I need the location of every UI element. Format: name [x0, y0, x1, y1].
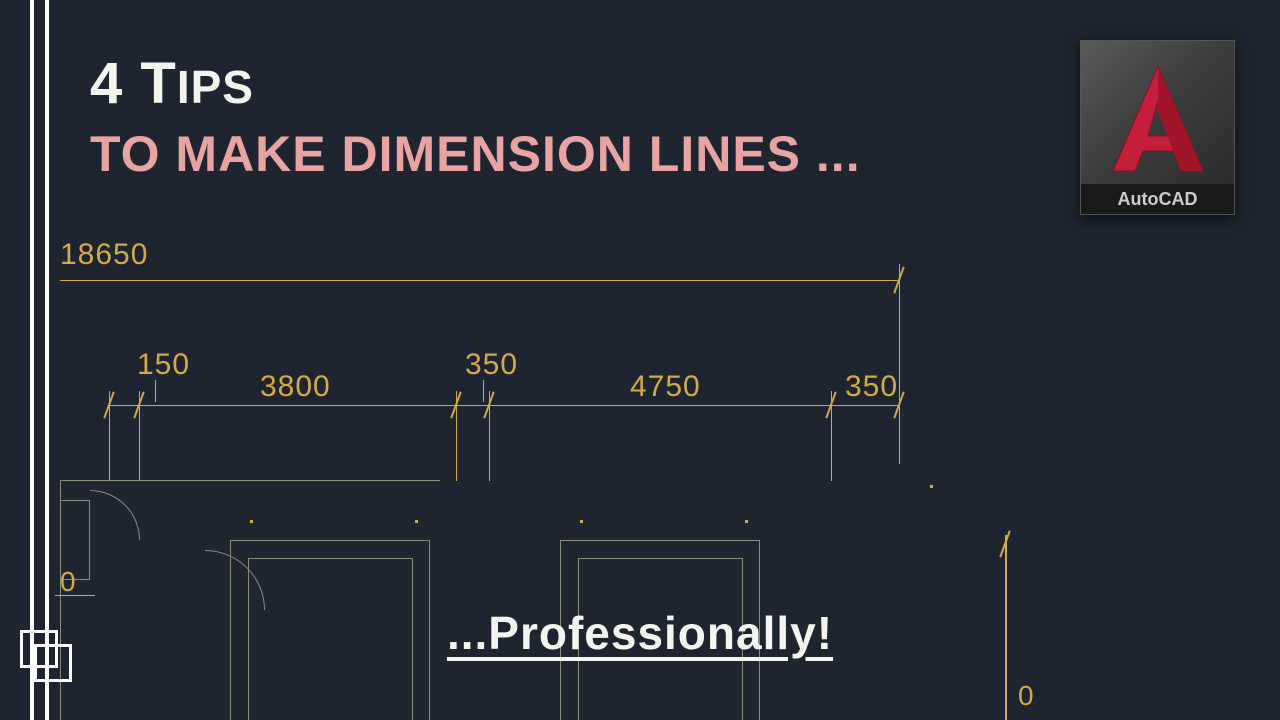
ext-4	[489, 391, 490, 481]
title2-text: TO MAKE DIMENSION LINES ...	[90, 126, 861, 182]
marker-2	[415, 520, 418, 523]
ext-1	[109, 391, 110, 481]
autocad-a-icon	[1103, 61, 1213, 181]
ext-3	[456, 391, 457, 481]
title1-big: 4 T	[90, 51, 177, 116]
corner-sq2	[34, 644, 72, 682]
title-line2: TO MAKE DIMENSION LINES ...	[90, 125, 861, 183]
dim-row-line	[108, 405, 898, 406]
title1-rest: IPS	[177, 61, 254, 113]
plan-box-2-inner	[248, 558, 413, 720]
autocad-label: AutoCAD	[1081, 184, 1234, 214]
title-block: 4 TIPS TO MAKE DIMENSION LINES ...	[90, 50, 861, 183]
marker-3	[580, 520, 583, 523]
footer-text: ...Professionally!	[447, 606, 833, 660]
dim-overall-ext	[899, 264, 900, 464]
dim-4750-label: 4750	[630, 370, 701, 404]
marker-4	[745, 520, 748, 523]
right-vdim-line	[1005, 535, 1007, 720]
dim-150-leader	[155, 380, 156, 402]
dim-3800-label: 3800	[260, 370, 331, 404]
decor-vline-1	[30, 0, 34, 720]
left-cut-line	[55, 595, 95, 596]
dim-350a-label: 350	[465, 348, 518, 382]
ext-5	[831, 391, 832, 481]
marker-1	[250, 520, 253, 523]
autocad-badge: AutoCAD	[1080, 40, 1235, 215]
corner-decor	[20, 630, 75, 685]
decor-vline-2	[45, 0, 49, 720]
marker-5	[930, 485, 933, 488]
dim-350a-leader	[483, 380, 484, 402]
dim-350b-label: 350	[845, 370, 898, 404]
dim-overall-line	[60, 280, 900, 281]
dim-150-label: 150	[137, 348, 190, 382]
title-line1: 4 TIPS	[90, 50, 861, 117]
ext-2	[139, 391, 140, 481]
right-cut-label: 0	[1018, 680, 1034, 712]
left-cut-label: 0	[60, 566, 76, 598]
dim-overall-label: 18650	[60, 238, 148, 272]
